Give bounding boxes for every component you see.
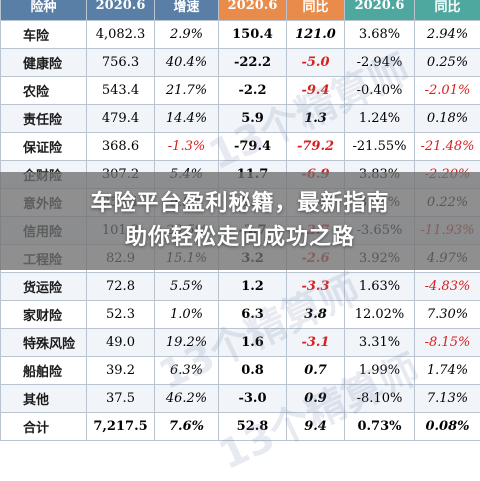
row-name: 特殊风险 — [1, 329, 87, 357]
cell-v3: -79.4 — [219, 133, 287, 161]
cell-v6: 0.18% — [415, 105, 480, 133]
cell-v3: -3.0 — [219, 385, 287, 413]
header-margin: 2020.6 — [345, 0, 415, 21]
row-name: 责任险 — [1, 105, 87, 133]
cell-v5: 3.68% — [345, 21, 415, 49]
table-header-row: 险种 2020.6 增速 2020.6 同比 2020.6 同比 — [1, 0, 480, 21]
cell-v1: 52.3 — [87, 301, 155, 329]
row-name: 农险 — [1, 77, 87, 105]
cell-v1: 368.6 — [87, 133, 155, 161]
cell-v3: 150.4 — [219, 21, 287, 49]
row-name: 合计 — [1, 413, 87, 441]
cell-v2: 46.2% — [155, 385, 219, 413]
cell-v3: 1.6 — [219, 329, 287, 357]
cell-v4: 0.9 — [287, 385, 345, 413]
row-name: 货运险 — [1, 273, 87, 301]
header-profit-yoy: 同比 — [287, 0, 345, 21]
cell-v3: 5.9 — [219, 105, 287, 133]
cell-v1: 756.3 — [87, 49, 155, 77]
cell-v1: 543.4 — [87, 77, 155, 105]
cell-v6: -4.83% — [415, 273, 480, 301]
cell-v1: 4,082.3 — [87, 21, 155, 49]
row-name: 其他 — [1, 385, 87, 413]
row-name: 船舶险 — [1, 357, 87, 385]
cell-v3: 0.8 — [219, 357, 287, 385]
cell-v1: 72.8 — [87, 273, 155, 301]
cell-v4: 0.7 — [287, 357, 345, 385]
cell-v4: -9.4 — [287, 77, 345, 105]
cell-v2: -1.3% — [155, 133, 219, 161]
cell-v3: -22.2 — [219, 49, 287, 77]
cell-v5: -2.94% — [345, 49, 415, 77]
banner-line-1: 车险平台盈利秘籍，最新指南 — [90, 187, 389, 221]
cell-v2: 5.5% — [155, 273, 219, 301]
row-name: 车险 — [1, 21, 87, 49]
row-name: 保证险 — [1, 133, 87, 161]
header-margin-yoy: 同比 — [415, 0, 480, 21]
banner-line-2: 助你轻松走向成功之路 — [125, 221, 355, 255]
cell-v1: 39.2 — [87, 357, 155, 385]
cell-v2: 14.4% — [155, 105, 219, 133]
cell-v3: 52.8 — [219, 413, 287, 441]
cell-v4: -3.3 — [287, 273, 345, 301]
row-name: 健康险 — [1, 49, 87, 77]
cell-v4: 3.8 — [287, 301, 345, 329]
cell-v5: 1.24% — [345, 105, 415, 133]
headline-banner: 车险平台盈利秘籍，最新指南 助你轻松走向成功之路 — [0, 172, 480, 270]
cell-v6: -8.15% — [415, 329, 480, 357]
cell-v5: 12.02% — [345, 301, 415, 329]
row-name: 家财险 — [1, 301, 87, 329]
header-type: 险种 — [1, 0, 87, 21]
cell-v2: 40.4% — [155, 49, 219, 77]
cell-v1: 7,217.5 — [87, 413, 155, 441]
cell-v4: -5.0 — [287, 49, 345, 77]
header-premium: 2020.6 — [87, 0, 155, 21]
header-profit: 2020.6 — [219, 0, 287, 21]
cell-v5: 3.31% — [345, 329, 415, 357]
cell-v2: 19.2% — [155, 329, 219, 357]
cell-v6: 2.94% — [415, 21, 480, 49]
cell-v3: -2.2 — [219, 77, 287, 105]
cell-v2: 21.7% — [155, 77, 219, 105]
cell-v6: 0.25% — [415, 49, 480, 77]
cell-v6: 7.13% — [415, 385, 480, 413]
cell-v4: 121.0 — [287, 21, 345, 49]
cell-v3: 6.3 — [219, 301, 287, 329]
cell-v6: -21.48% — [415, 133, 480, 161]
cell-v4: 1.3 — [287, 105, 345, 133]
cell-v1: 479.4 — [87, 105, 155, 133]
cell-v5: -0.40% — [345, 77, 415, 105]
cell-v4: 9.4 — [287, 413, 345, 441]
cell-v5: 0.73% — [345, 413, 415, 441]
cell-v4: -3.1 — [287, 329, 345, 357]
cell-v3: 1.2 — [219, 273, 287, 301]
cell-v2: 6.3% — [155, 357, 219, 385]
cell-v1: 49.0 — [87, 329, 155, 357]
cell-v2: 7.6% — [155, 413, 219, 441]
cell-v6: 0.08% — [415, 413, 480, 441]
cell-v4: -79.2 — [287, 133, 345, 161]
cell-v5: -8.10% — [345, 385, 415, 413]
header-growth: 增速 — [155, 0, 219, 21]
cell-v2: 1.0% — [155, 301, 219, 329]
cell-v1: 37.5 — [87, 385, 155, 413]
cell-v6: 7.30% — [415, 301, 480, 329]
cell-v6: 1.74% — [415, 357, 480, 385]
cell-v5: 1.63% — [345, 273, 415, 301]
cell-v5: 1.99% — [345, 357, 415, 385]
cell-v2: 2.9% — [155, 21, 219, 49]
cell-v5: -21.55% — [345, 133, 415, 161]
cell-v6: -2.01% — [415, 77, 480, 105]
